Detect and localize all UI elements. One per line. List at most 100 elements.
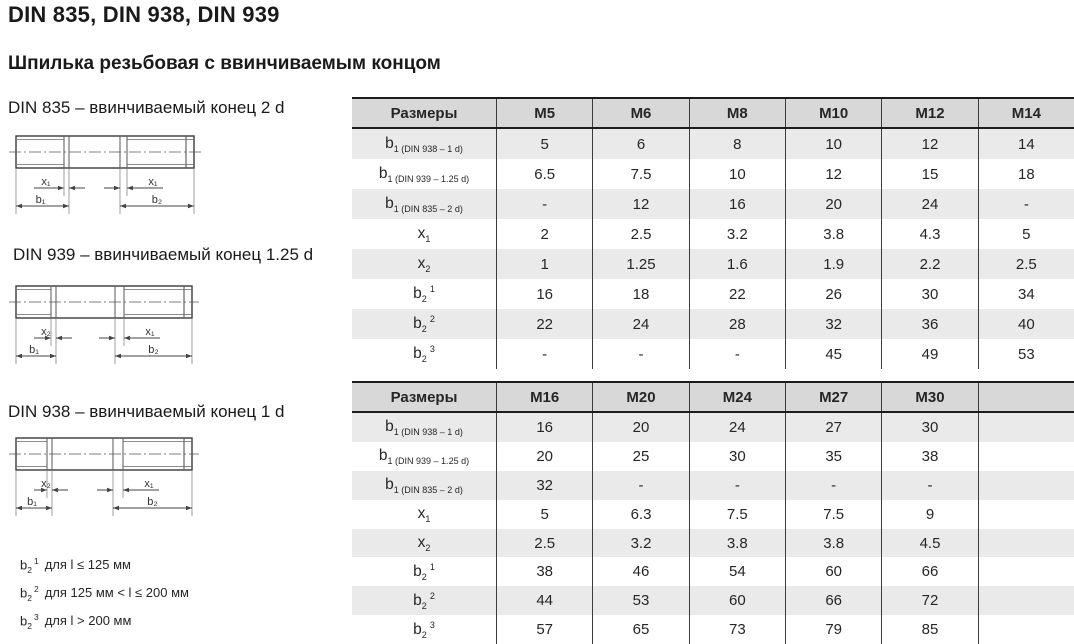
value-cell: 49 <box>881 339 977 369</box>
value-cell: 38 <box>881 441 977 471</box>
header-cell: M12 <box>881 99 977 127</box>
value-cell: 8 <box>688 129 785 159</box>
footnote-symbol-sup: 1 <box>33 556 39 566</box>
value-cell: - <box>785 470 881 500</box>
value-cell: 57 <box>496 615 592 644</box>
row-label: b1 (DIN 939 – 1.25 d) <box>378 446 470 466</box>
value-cell <box>977 557 1074 587</box>
dim-label-b2: b₂ <box>147 496 157 508</box>
value-cell: 24 <box>592 309 688 339</box>
row-label: b21 <box>413 284 435 304</box>
value-cell: 2 <box>496 219 592 249</box>
dim-label-x-left: x₂ <box>41 326 51 338</box>
row-label: x1 <box>417 224 431 244</box>
value-cell: 7.5 <box>785 499 881 529</box>
dimension-arrow <box>16 505 22 511</box>
header-cell: M27 <box>785 383 881 411</box>
dimension-arrow <box>113 505 119 511</box>
value-cell: 35 <box>785 441 881 471</box>
value-cell: 1 <box>496 249 592 279</box>
dim-label-x-left: x₁ <box>41 176 51 188</box>
value-cell <box>977 615 1074 644</box>
value-cell: 5 <box>496 499 592 529</box>
value-cell: 4.5 <box>881 528 977 558</box>
table-row: b1 (DIN 938 – 1 d) 5 6 8 10 12 14 <box>352 129 1074 159</box>
stud-diagram-din938: x₂ x₁ b₁ b₂ <box>9 437 199 516</box>
value-cell: 3.8 <box>785 219 881 249</box>
dimensions-table-m5-m14: Размеры M5 M6 M8 M10 M12 M14 b1 (DIN 938 – 1 d)… <box>352 97 1074 369</box>
row-label: b1 (DIN 938 – 1 d) <box>385 417 463 437</box>
value-cell: - <box>881 470 977 500</box>
value-cell: 5 <box>977 219 1074 249</box>
dimension-arrow <box>127 185 133 191</box>
table-row: b1 (DIN 835 – 2 d) 32- - - - <box>352 470 1074 500</box>
header-cell: M6 <box>592 99 688 127</box>
header-cell-sizes: Размеры <box>390 104 458 122</box>
value-cell <box>977 499 1074 529</box>
dimension-arrow <box>58 185 64 191</box>
value-cell: 30 <box>881 279 977 309</box>
page-title: DIN 835, DIN 938, DIN 939 <box>8 2 280 27</box>
value-cell: 73 <box>688 615 785 644</box>
value-cell: 60 <box>785 557 881 587</box>
value-cell: 10 <box>688 159 785 189</box>
row-label: b23 <box>413 619 435 640</box>
value-cell: 24 <box>688 413 785 442</box>
value-cell: 4.3 <box>881 219 977 249</box>
value-cell: 24 <box>881 189 977 219</box>
value-cell: 38 <box>496 557 592 587</box>
value-cell: 30 <box>688 441 785 471</box>
dim-label-b1: b₁ <box>36 194 46 206</box>
value-cell: 1.9 <box>785 249 881 279</box>
header-cell: M30 <box>881 383 977 411</box>
value-cell: 7.5 <box>592 159 688 189</box>
dimension-arrow <box>46 505 52 511</box>
value-cell <box>977 528 1074 558</box>
value-cell: 85 <box>881 615 977 644</box>
header-cell-sizes: Размеры <box>390 388 458 406</box>
dimension-arrow <box>114 185 120 191</box>
value-cell: 15 <box>881 159 977 189</box>
footnote-symbol-base: b <box>20 585 28 601</box>
value-cell: 12 <box>881 129 977 159</box>
table-row: b23 57 65 73 79 85 <box>352 615 1074 644</box>
row-label: b1 (DIN 835 – 2 d) <box>385 475 463 495</box>
footnote-symbol-sup: 3 <box>33 612 39 622</box>
value-cell: 66 <box>785 586 881 616</box>
table-row: b1 (DIN 938 – 1 d) 16 20 24 27 30 <box>352 413 1074 442</box>
value-cell: - <box>496 339 592 369</box>
value-cell: - <box>592 470 688 500</box>
value-cell: 32 <box>496 470 592 500</box>
dimension-arrow <box>16 353 22 359</box>
value-cell: 60 <box>688 586 785 616</box>
row-label: b1 (DIN 938 – 1 d) <box>385 134 463 154</box>
dimension-arrow <box>107 487 113 493</box>
value-cell: 53 <box>977 339 1074 369</box>
header-cell: M16 <box>496 383 592 411</box>
value-cell <box>977 413 1074 442</box>
dimension-arrow <box>63 203 69 209</box>
header-cell: M14 <box>977 99 1074 127</box>
table-row: b21 16 18 22 26 30 34 <box>352 279 1074 309</box>
value-cell: 18 <box>592 279 688 309</box>
diagram-caption-din938: DIN 938 – ввинчиваемый конец 1 d <box>8 402 285 421</box>
footnote-symbol-sub: 2 <box>27 564 32 575</box>
value-cell: 2.2 <box>881 249 977 279</box>
value-cell: 20 <box>496 441 592 471</box>
value-cell: 16 <box>688 189 785 219</box>
value-cell: 40 <box>977 309 1074 339</box>
dimension-arrow <box>56 335 62 341</box>
value-cell <box>977 470 1074 500</box>
value-cell: 72 <box>881 586 977 616</box>
value-cell: - <box>496 189 592 219</box>
footnote-text: для l > 200 мм <box>44 613 132 629</box>
value-cell <box>977 586 1074 616</box>
dimension-arrow <box>41 487 47 493</box>
value-cell: 20 <box>785 189 881 219</box>
table-row: b1 (DIN 939 – 1.25 d) 20 25 30 35 38 <box>352 441 1074 471</box>
value-cell: - <box>592 339 688 369</box>
row-label: b21 <box>413 561 435 582</box>
row-label: x2 <box>417 254 431 274</box>
value-cell: 22 <box>688 279 785 309</box>
value-cell: 3.2 <box>592 528 688 558</box>
